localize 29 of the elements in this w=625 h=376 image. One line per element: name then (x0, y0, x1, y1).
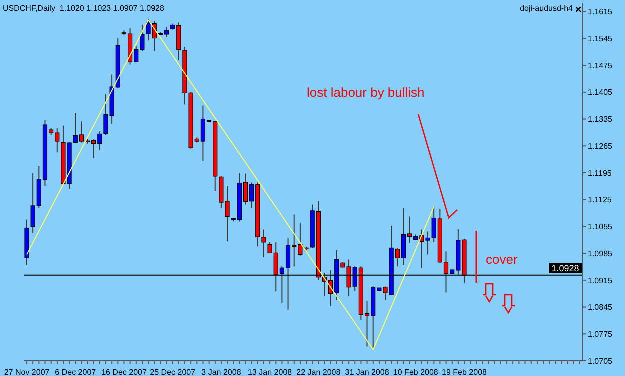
x-tick-label: 31 Jan 2008 (345, 368, 390, 376)
x-tick-label: 27 Nov 2007 (4, 368, 50, 376)
y-tick-label: 1.0775 (588, 330, 614, 339)
x-tick-label: 6 Dec 2007 (55, 368, 97, 376)
y-tick-label: 1.1615 (588, 8, 614, 17)
annotation: cover (486, 252, 518, 267)
x-tick-label: 10 Feb 2008 (393, 368, 439, 376)
y-tick-label: 1.1125 (588, 196, 612, 205)
y-tick-label: 1.1405 (588, 88, 614, 98)
annotation: doji-audusd-h4 (520, 4, 573, 13)
chart-title: USDCHF,Daily 1.1020 1.1023 1.0907 1.0928 (3, 4, 164, 13)
y-tick-label: 1.0705 (588, 356, 614, 366)
x-tick-label: 16 Dec 2007 (102, 368, 148, 376)
x-tick-label: 22 Jan 2008 (296, 368, 342, 376)
y-tick-label: 1.1335 (588, 115, 614, 124)
y-tick-label: 1.0845 (588, 303, 614, 312)
y-tick-label: 1.0915 (588, 276, 614, 286)
annotation: lost labour by bullish (307, 85, 425, 100)
y-tick-label: 1.0985 (588, 249, 614, 258)
y-tick-label: 1.1545 (588, 34, 614, 44)
ref-line-label: 1.0928 (552, 263, 580, 274)
y-tick-label: 1.1475 (588, 61, 614, 70)
x-tick-label: 3 Jan 2008 (202, 368, 242, 376)
y-tick-label: 1.1265 (588, 142, 614, 151)
y-tick-label: 1.1055 (588, 222, 614, 232)
x-tick-label: 13 Jan 2008 (248, 368, 293, 376)
x-tick-label: 25 Dec 2007 (150, 368, 196, 376)
y-tick-label: 1.1195 (588, 168, 612, 178)
x-tick-label: 19 Feb 2008 (442, 368, 488, 376)
